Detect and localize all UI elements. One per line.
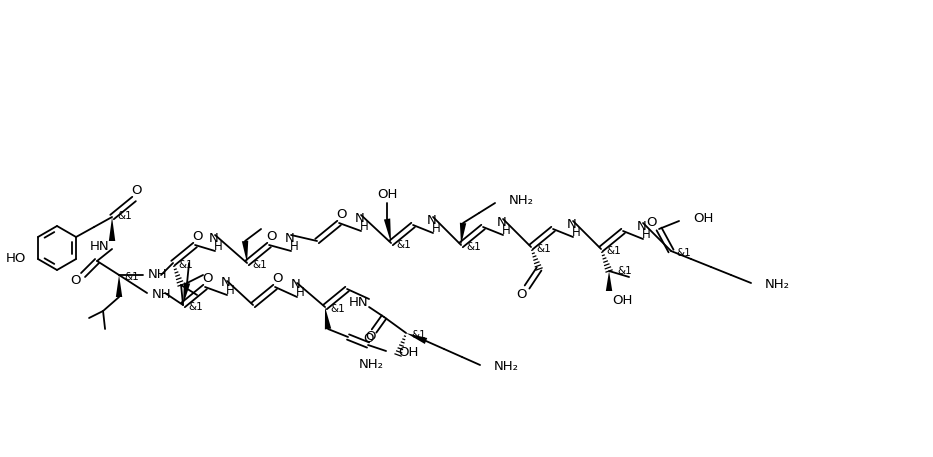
Text: NH: NH: [152, 288, 172, 302]
Text: N: N: [291, 277, 301, 291]
Text: OH: OH: [612, 293, 633, 307]
Text: &1: &1: [536, 244, 550, 254]
Text: O: O: [70, 273, 80, 287]
Text: O: O: [363, 333, 373, 345]
Text: H: H: [432, 222, 440, 234]
Text: &1: &1: [411, 330, 425, 340]
Text: &1: &1: [178, 260, 193, 270]
Text: H: H: [214, 239, 222, 253]
Text: N: N: [637, 219, 647, 233]
Polygon shape: [406, 333, 427, 344]
Text: OH: OH: [398, 346, 418, 360]
Text: &1: &1: [124, 272, 139, 282]
Text: HN: HN: [90, 240, 109, 254]
Text: NH₂: NH₂: [494, 361, 519, 373]
Text: O: O: [336, 208, 346, 222]
Polygon shape: [383, 218, 391, 243]
Text: NH₂: NH₂: [765, 278, 790, 292]
Text: H: H: [572, 225, 580, 239]
Polygon shape: [325, 307, 331, 329]
Polygon shape: [606, 271, 612, 291]
Text: &1: &1: [330, 304, 345, 314]
Text: O: O: [516, 288, 526, 302]
Polygon shape: [183, 282, 190, 305]
Text: O: O: [365, 330, 375, 344]
Polygon shape: [116, 275, 122, 297]
Text: NH: NH: [148, 269, 168, 282]
Polygon shape: [242, 241, 248, 263]
Text: H: H: [502, 223, 510, 237]
Text: H: H: [226, 283, 234, 297]
Text: HO: HO: [6, 253, 26, 266]
Text: &1: &1: [117, 211, 132, 221]
Text: H: H: [296, 286, 304, 298]
Text: O: O: [131, 185, 141, 197]
Polygon shape: [109, 217, 116, 241]
Text: N: N: [221, 276, 231, 288]
Text: N: N: [209, 232, 219, 244]
Text: N: N: [427, 213, 437, 227]
Text: &1: &1: [396, 240, 411, 250]
Text: H: H: [360, 219, 369, 233]
Text: NH₂: NH₂: [509, 193, 534, 207]
Text: &1: &1: [252, 260, 267, 270]
Text: O: O: [266, 230, 276, 244]
Text: &1: &1: [617, 266, 632, 276]
Text: O: O: [272, 272, 283, 286]
Text: N: N: [497, 216, 507, 228]
Text: O: O: [192, 230, 202, 244]
Text: &1: &1: [676, 248, 690, 258]
Text: N: N: [285, 232, 295, 244]
Text: O: O: [202, 272, 213, 286]
Text: &1: &1: [466, 242, 480, 252]
Text: OH: OH: [693, 212, 714, 224]
Text: N: N: [355, 212, 365, 224]
Text: H: H: [289, 239, 299, 253]
Text: O: O: [646, 217, 656, 229]
Text: NH₂: NH₂: [359, 358, 384, 372]
Text: N: N: [567, 218, 577, 230]
Polygon shape: [460, 223, 466, 245]
Text: &1: &1: [188, 302, 202, 312]
Text: OH: OH: [377, 188, 397, 202]
Text: HN: HN: [348, 296, 368, 308]
Text: H: H: [642, 228, 650, 240]
Text: &1: &1: [606, 246, 620, 256]
